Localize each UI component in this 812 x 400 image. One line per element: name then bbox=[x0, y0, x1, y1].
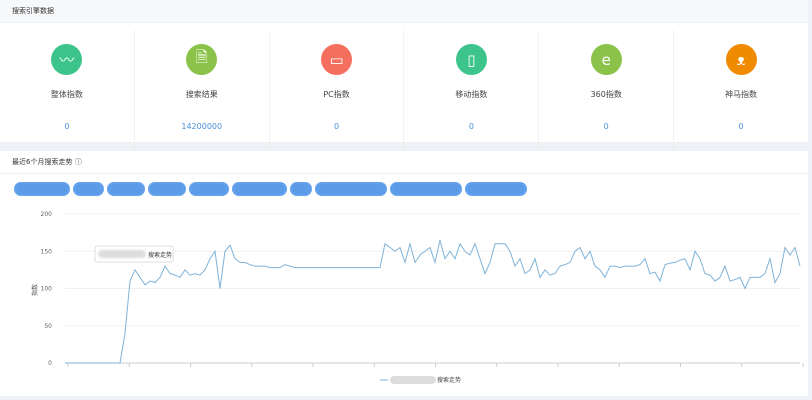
panel-title: 搜索引擎数据 bbox=[0, 0, 808, 23]
card-value[interactable]: 0 bbox=[334, 122, 340, 131]
y-tick-label: 150 bbox=[41, 248, 53, 255]
filter-pill[interactable] bbox=[465, 182, 527, 196]
filter-pill[interactable] bbox=[107, 182, 145, 196]
index-card: e 360指数 0 bbox=[539, 31, 675, 149]
filter-pill[interactable] bbox=[189, 182, 229, 196]
y-axis-label: 指数 bbox=[31, 284, 39, 296]
y-tick-label: 50 bbox=[44, 323, 52, 330]
y-tick-label: 200 bbox=[41, 211, 53, 218]
series-line bbox=[65, 239, 801, 364]
ie-browser-icon: e bbox=[590, 44, 622, 75]
card-label: 360指数 bbox=[590, 90, 622, 99]
filter-pill[interactable] bbox=[232, 182, 287, 196]
card-value[interactable]: 0 bbox=[64, 122, 70, 131]
card-value[interactable]: 0 bbox=[468, 122, 474, 131]
tooltip-text: 搜索走势 bbox=[148, 251, 172, 259]
card-value[interactable]: 14200000 bbox=[181, 122, 223, 131]
card-label: 神马指数 bbox=[725, 90, 758, 99]
search-engine-panel: 搜索引擎数据 〰 整体指数 0 🗎 搜索结果 14200000 ▭ PC指数 0 ▯ … bbox=[0, 0, 808, 149]
trend-panel: 最近6个月搜索走势 ⓘ bbox=[0, 151, 808, 396]
card-value[interactable]: 0 bbox=[738, 122, 744, 131]
index-card: ▯ 移动指数 0 bbox=[404, 31, 540, 149]
index-card: ▭ PC指数 0 bbox=[270, 31, 405, 149]
legend-blur bbox=[390, 376, 436, 384]
filter-pill[interactable] bbox=[73, 182, 104, 196]
panel-title: 最近6个月搜索走势 ⓘ bbox=[0, 151, 808, 174]
trend-chart-icon: 〰 bbox=[51, 44, 83, 75]
legend-label[interactable]: 搜索走势 bbox=[437, 376, 461, 384]
trend-title: 最近6个月搜索走势 bbox=[12, 158, 73, 166]
card-value[interactable]: 0 bbox=[603, 122, 609, 131]
filter-pill[interactable] bbox=[290, 182, 312, 196]
card-label: 搜索结果 bbox=[185, 90, 218, 99]
index-card: 〰 整体指数 0 bbox=[0, 31, 135, 149]
index-card: 🗎 搜索结果 14200000 bbox=[135, 31, 270, 149]
index-card: ᴥ 神马指数 0 bbox=[674, 31, 808, 149]
info-circle-icon[interactable]: ⓘ bbox=[74, 158, 82, 166]
filter-pill[interactable] bbox=[148, 182, 186, 196]
filter-pill[interactable] bbox=[390, 182, 462, 196]
mobile-phone-icon: ▯ bbox=[455, 44, 487, 75]
card-label: 整体指数 bbox=[50, 90, 83, 99]
y-tick-label: 100 bbox=[41, 286, 53, 293]
card-label: PC指数 bbox=[323, 90, 350, 99]
document-search-icon: 🗎 bbox=[186, 44, 218, 75]
card-label: 移动指数 bbox=[455, 90, 488, 99]
alpaca-icon: ᴥ bbox=[725, 44, 757, 75]
monitor-icon: ▭ bbox=[321, 44, 353, 75]
tooltip: 搜索走势 bbox=[94, 245, 174, 263]
filter-pills bbox=[14, 182, 527, 196]
filter-pill[interactable] bbox=[14, 182, 70, 196]
filter-pill[interactable] bbox=[315, 182, 387, 196]
y-tick-label: 0 bbox=[48, 360, 52, 367]
